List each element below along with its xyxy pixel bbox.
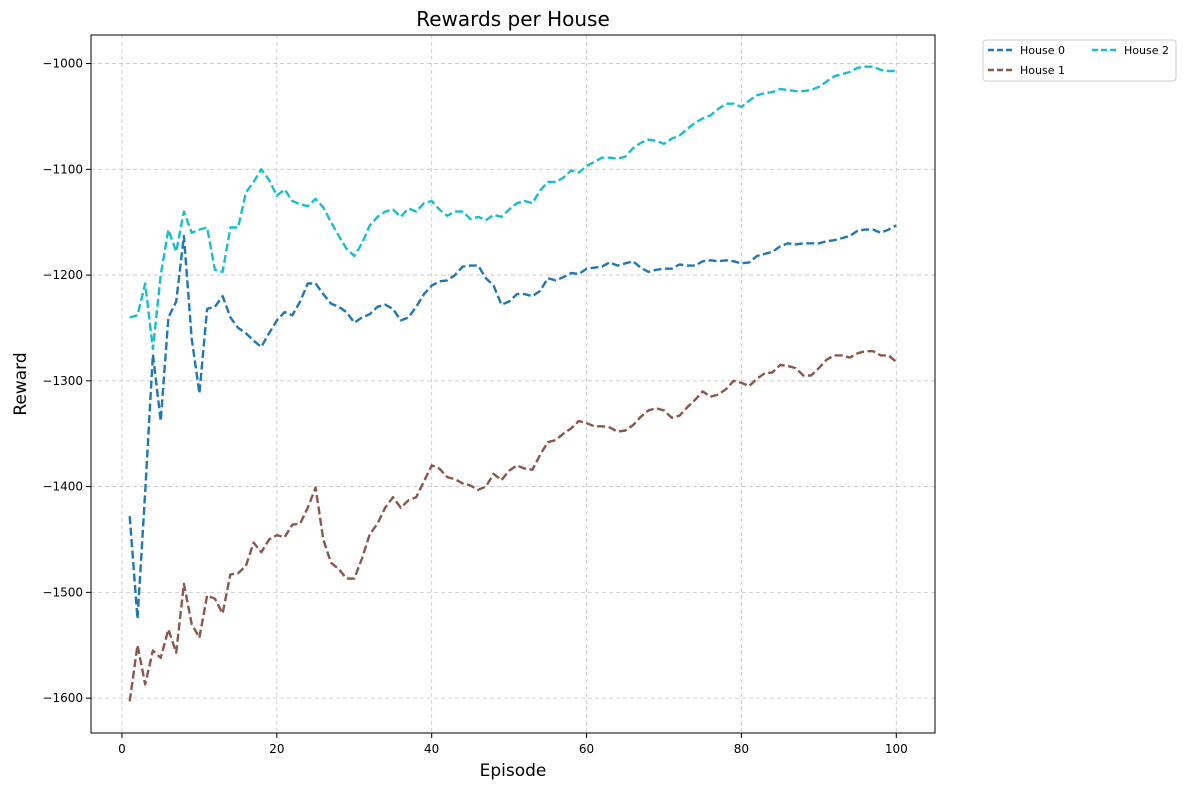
y-tick-label: −1400 <box>42 480 83 494</box>
legend-label: House 1 <box>1020 64 1065 77</box>
series-lines <box>128 65 898 702</box>
legend: House 0 House 1 House 2 <box>982 39 1177 82</box>
y-tick-label: −1100 <box>42 162 83 176</box>
legend-frame <box>982 39 1177 82</box>
series-line-house-2 <box>129 65 897 351</box>
x-tick-label: 0 <box>118 742 126 756</box>
legend-label: House 0 <box>1020 44 1065 57</box>
axes-frame <box>90 34 936 734</box>
series-line-house-0 <box>128 224 897 620</box>
legend-label: House 2 <box>1124 44 1169 57</box>
grid <box>91 35 935 733</box>
x-tick-label: 100 <box>885 742 908 756</box>
y-tick-label: −1300 <box>42 374 83 388</box>
series-line-house-1 <box>128 350 898 702</box>
x-axis-title: Episode <box>480 761 547 781</box>
y-tick-label: −1200 <box>42 268 83 282</box>
x-tick-label: 60 <box>579 742 594 756</box>
x-tick-label: 20 <box>269 742 284 756</box>
y-tick-label: −1600 <box>42 691 83 705</box>
x-tick-label: 40 <box>424 742 439 756</box>
chart-title: Rewards per House <box>416 7 610 31</box>
y-tick-label: −1000 <box>42 57 83 71</box>
y-axis-title: Reward <box>11 352 31 415</box>
x-tick-label: 80 <box>734 742 749 756</box>
axis-ticks: 0 20 40 60 80 100 −1600 −1500 −1400 −1300 −1200 −11… <box>42 57 907 756</box>
y-tick-label: −1500 <box>42 585 83 599</box>
